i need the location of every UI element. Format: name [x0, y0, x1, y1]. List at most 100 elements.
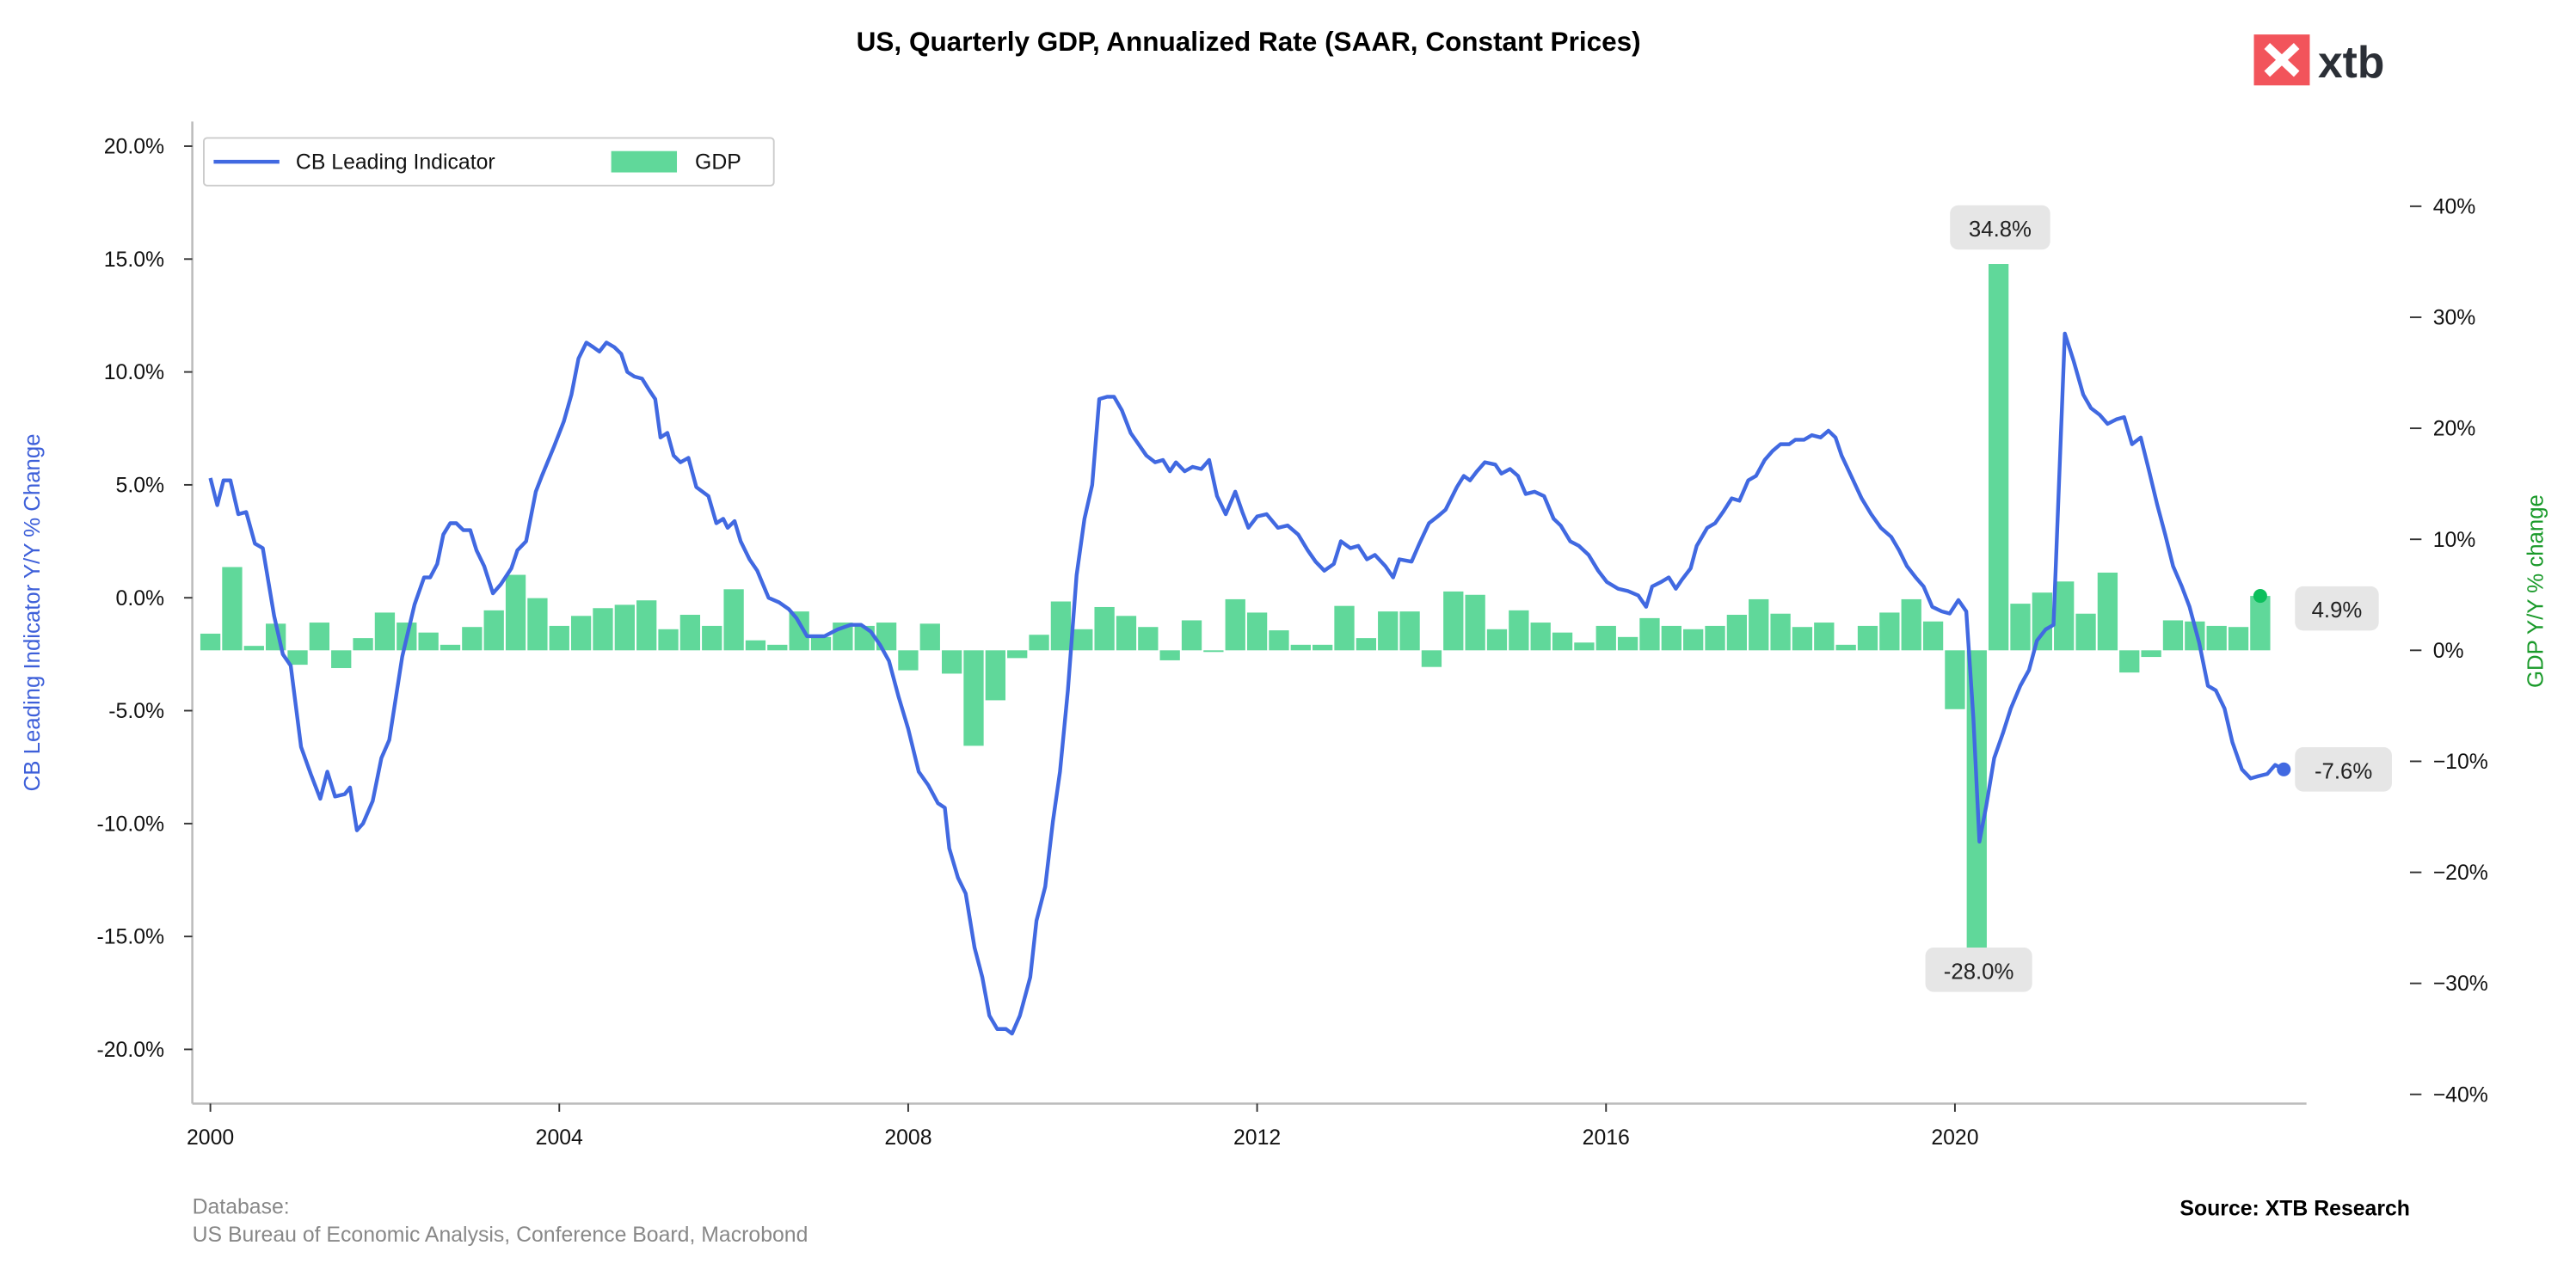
right-tick-label: 40%: [2433, 195, 2476, 218]
gdp-bar: [1181, 620, 1202, 651]
gdp-bar: [1792, 627, 1813, 651]
gdp-bar: [2206, 625, 2227, 651]
annotation-indicator-last-text: -7.6%: [2315, 759, 2372, 783]
gdp-bar: [2032, 592, 2052, 651]
gdp-bar: [1901, 598, 1921, 651]
legend-entry-gdp: GDP: [695, 151, 741, 175]
gdp-bar: [1399, 611, 1420, 651]
gdp-bar: [985, 650, 1005, 701]
gdp-bar: [1945, 650, 1965, 709]
gdp-bar: [919, 623, 940, 651]
right-axis-ticks: 40% 30% 20% 10% 0% −10% −20% −30% −40%: [2409, 195, 2488, 1107]
gdp-bar: [462, 627, 483, 651]
right-tick-label: 20%: [2433, 418, 2476, 441]
gdp-bar: [1465, 594, 1485, 651]
gdp-last-point: [2253, 589, 2267, 604]
left-tick-label: -20.0%: [96, 1039, 164, 1062]
gdp-bar: [1050, 601, 1072, 651]
gdp-bar: [963, 650, 984, 746]
left-axis-label: CB Leading Indicator Y/Y % Change: [21, 433, 45, 791]
right-tick-label: 0%: [2433, 640, 2464, 663]
gdp-bar: [2010, 604, 2031, 651]
gdp-bar: [331, 650, 352, 668]
gdp-bar: [374, 612, 396, 651]
gdp-bar: [1269, 630, 1289, 651]
right-tick-label: −20%: [2433, 862, 2488, 885]
legend-bar-swatch: [611, 150, 678, 173]
left-tick-label: 5.0%: [116, 474, 165, 497]
x-tick-label: 2020: [1931, 1126, 1978, 1150]
gdp-bar: [702, 625, 722, 651]
left-tick-label: -15.0%: [96, 926, 164, 949]
gdp-bar: [2141, 650, 2161, 658]
annotation-gdp-last: 4.9%: [2295, 586, 2379, 631]
gdp-bar: [658, 629, 679, 651]
gdp-bar: [789, 611, 809, 651]
leading-indicator-last-point: [2277, 762, 2291, 776]
left-tick-label: 10.0%: [104, 361, 164, 384]
gdp-bar: [2228, 627, 2249, 651]
gdp-bar: [1203, 650, 1224, 653]
x-tick-label: 2000: [187, 1126, 234, 1150]
left-tick-label: 20.0%: [104, 136, 164, 159]
footer-database-sources: US Bureau of Economic Analysis, Conferen…: [193, 1224, 808, 1247]
gdp-bar: [1029, 635, 1049, 651]
left-tick-label: 0.0%: [116, 587, 165, 610]
gdp-bar: [745, 640, 766, 651]
gdp-bar: [2250, 596, 2271, 651]
gdp-bar: [1246, 612, 1268, 651]
gdp-bar: [200, 633, 221, 651]
gdp-bar: [723, 589, 744, 651]
gdp-bar: [2119, 650, 2140, 673]
gdp-bar: [505, 574, 526, 651]
annotation-gdp-last-text: 4.9%: [2312, 598, 2363, 623]
gdp-bar: [549, 625, 569, 651]
gdp-bar: [1988, 264, 2009, 651]
logo-x-icon: [2264, 43, 2300, 77]
annotation-gdp-min-text: -28.0%: [1944, 960, 2014, 984]
gdp-bar: [898, 650, 919, 671]
gdp-bar: [1313, 644, 1333, 651]
footer-source: Source: XTB Research: [2179, 1197, 2410, 1220]
xtb-logo: xtb: [2253, 34, 2384, 87]
legend: CB Leading Indicator GDP: [203, 137, 775, 187]
right-tick-label: 30%: [2433, 307, 2476, 330]
gdp-bar: [1486, 629, 1508, 651]
x-tick-label: 2004: [536, 1126, 583, 1150]
gdp-bar: [767, 644, 788, 651]
gdp-bar: [1334, 605, 1355, 651]
gdp-bar: [1617, 636, 1638, 651]
gdp-bar: [1683, 629, 1704, 651]
gdp-bar: [679, 615, 701, 651]
annotation-gdp-max: 34.8%: [1950, 205, 2050, 250]
logo-text: xtb: [2318, 37, 2384, 87]
annotation-gdp-min: -28.0%: [1925, 948, 2032, 992]
gdp-bar: [1595, 625, 1616, 651]
gdp-bars: [200, 264, 2271, 961]
gdp-bar: [1073, 629, 1093, 651]
gdp-bar: [570, 616, 592, 651]
right-tick-label: −40%: [2433, 1083, 2488, 1107]
gdp-bar: [1138, 627, 1159, 651]
gdp-bar: [1530, 623, 1551, 651]
chart-title: US, Quarterly GDP, Annualized Rate (SAAR…: [857, 26, 1641, 57]
gdp-bar: [2162, 620, 2184, 651]
right-tick-label: −30%: [2433, 972, 2488, 996]
gdp-bar: [418, 632, 439, 651]
gdp-bar: [1290, 644, 1311, 651]
right-axis-label: GDP Y/Y % change: [2524, 494, 2548, 688]
gdp-bar: [1749, 598, 1769, 651]
gdp-bar: [1770, 613, 1791, 651]
right-tick-label: −10%: [2433, 751, 2488, 774]
gdp-bar: [1661, 625, 1681, 651]
left-axis-ticks: 20.0% 15.0% 10.0% 5.0% 0.0% -5.0% -10.0% -15.0%…: [96, 136, 193, 1062]
x-axis-ticks: 2000 2004 2008 2012 2016 2020: [187, 1103, 1979, 1150]
gdp-bar: [2097, 572, 2118, 651]
gdp-bar: [1094, 606, 1115, 651]
leading-indicator-line: [208, 331, 2285, 1036]
left-tick-label: -10.0%: [96, 813, 164, 836]
x-tick-label: 2008: [884, 1126, 931, 1150]
gdp-bar: [1116, 616, 1137, 651]
gdp-bar: [1835, 644, 1856, 651]
